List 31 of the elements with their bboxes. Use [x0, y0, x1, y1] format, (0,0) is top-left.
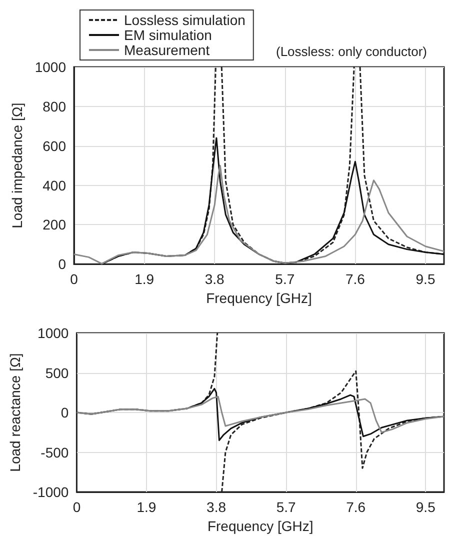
y-tick-label: 400 — [42, 177, 66, 194]
x-tick-label: 5.7 — [275, 271, 295, 288]
x-tick-label: 0 — [72, 499, 81, 515]
y-tick-label: 200 — [42, 216, 66, 233]
y-tick-label: 600 — [42, 138, 66, 154]
x-tick-label: 3.8 — [204, 271, 225, 288]
y-tick-label: 0 — [60, 404, 69, 420]
y-axis-title: Load impedance [Ω] — [8, 102, 25, 228]
y-tick-label: 800 — [42, 98, 66, 114]
legend-label: Lossless simulation — [124, 12, 246, 28]
x-tick-label: 1.9 — [134, 271, 154, 288]
y-tick-label: 1000 — [38, 325, 69, 341]
x-axis-title: Frequency [GHz] — [207, 518, 314, 534]
y-tick-label: 500 — [45, 364, 69, 381]
x-axis-title: Frequency [GHz] — [206, 290, 312, 306]
x-tick-label: 7.6 — [346, 499, 366, 515]
y-tick-label: 1000 — [34, 59, 66, 75]
x-tick-label: 9.5 — [416, 271, 436, 288]
x-tick-label: 3.8 — [206, 499, 226, 515]
line-series — [76, 396, 445, 434]
legend-label: Measurement — [124, 42, 210, 58]
y-tick-label: -1000 — [32, 484, 69, 500]
y-tick-label: -500 — [40, 444, 69, 460]
legend-label: EM simulation — [124, 27, 212, 43]
y-tick-label: 0 — [58, 256, 66, 272]
x-tick-label: 9.5 — [416, 499, 436, 515]
x-tick-label: 1.9 — [136, 499, 156, 515]
text: (Lossless: only conductor) — [276, 44, 428, 59]
y-axis-title: Load reactance [Ω] — [7, 353, 23, 472]
x-tick-label: 7.6 — [345, 271, 366, 288]
x-tick-label: 5.7 — [276, 499, 296, 515]
